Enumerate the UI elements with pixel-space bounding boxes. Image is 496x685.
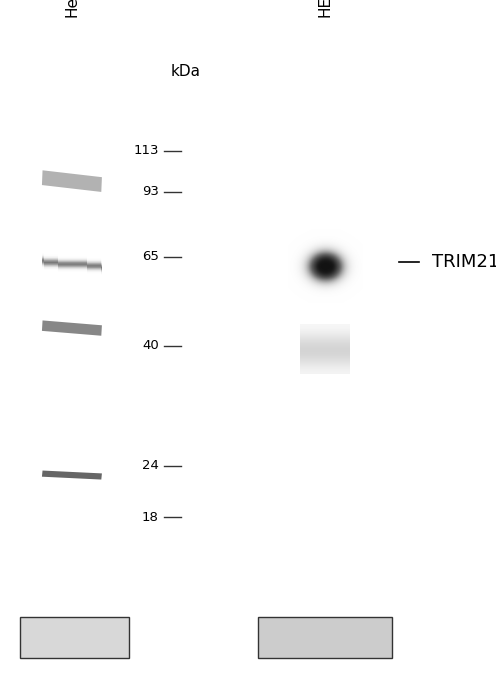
Bar (20, 616, 129, 658)
Text: HeLa: HeLa (64, 0, 79, 17)
Bar (258, 616, 392, 658)
Text: 113: 113 (133, 145, 159, 157)
Polygon shape (42, 471, 102, 479)
Text: TRIM21: TRIM21 (432, 253, 496, 271)
Text: 24: 24 (142, 460, 159, 472)
Polygon shape (42, 171, 102, 192)
Text: 40: 40 (142, 340, 159, 352)
Text: kDa: kDa (171, 64, 201, 79)
Polygon shape (42, 321, 102, 336)
Text: 18: 18 (142, 511, 159, 523)
Text: HEK293T: HEK293T (317, 0, 332, 17)
Text: 93: 93 (142, 186, 159, 198)
Text: 65: 65 (142, 251, 159, 263)
